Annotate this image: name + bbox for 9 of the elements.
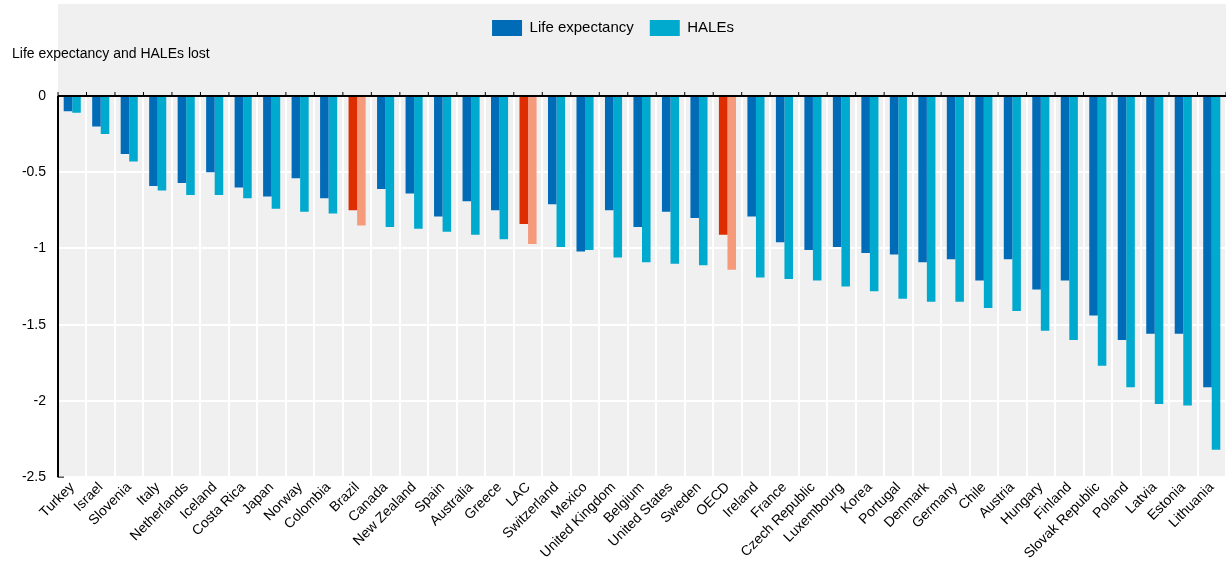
legend-label: HALEs — [687, 18, 734, 36]
y-tick-label: -1 — [33, 239, 47, 256]
y-tick-label: -2 — [33, 391, 47, 408]
y-tick-label: -1.5 — [21, 315, 47, 332]
y-tick-label: -2.5 — [21, 468, 47, 484]
y-axis-title: Life expectancy and HALEs lost — [12, 44, 210, 61]
legend-label: Life expectancy — [529, 18, 635, 36]
y-tick-label: -0.5 — [21, 163, 47, 180]
y-tick-label: 0 — [38, 86, 47, 103]
